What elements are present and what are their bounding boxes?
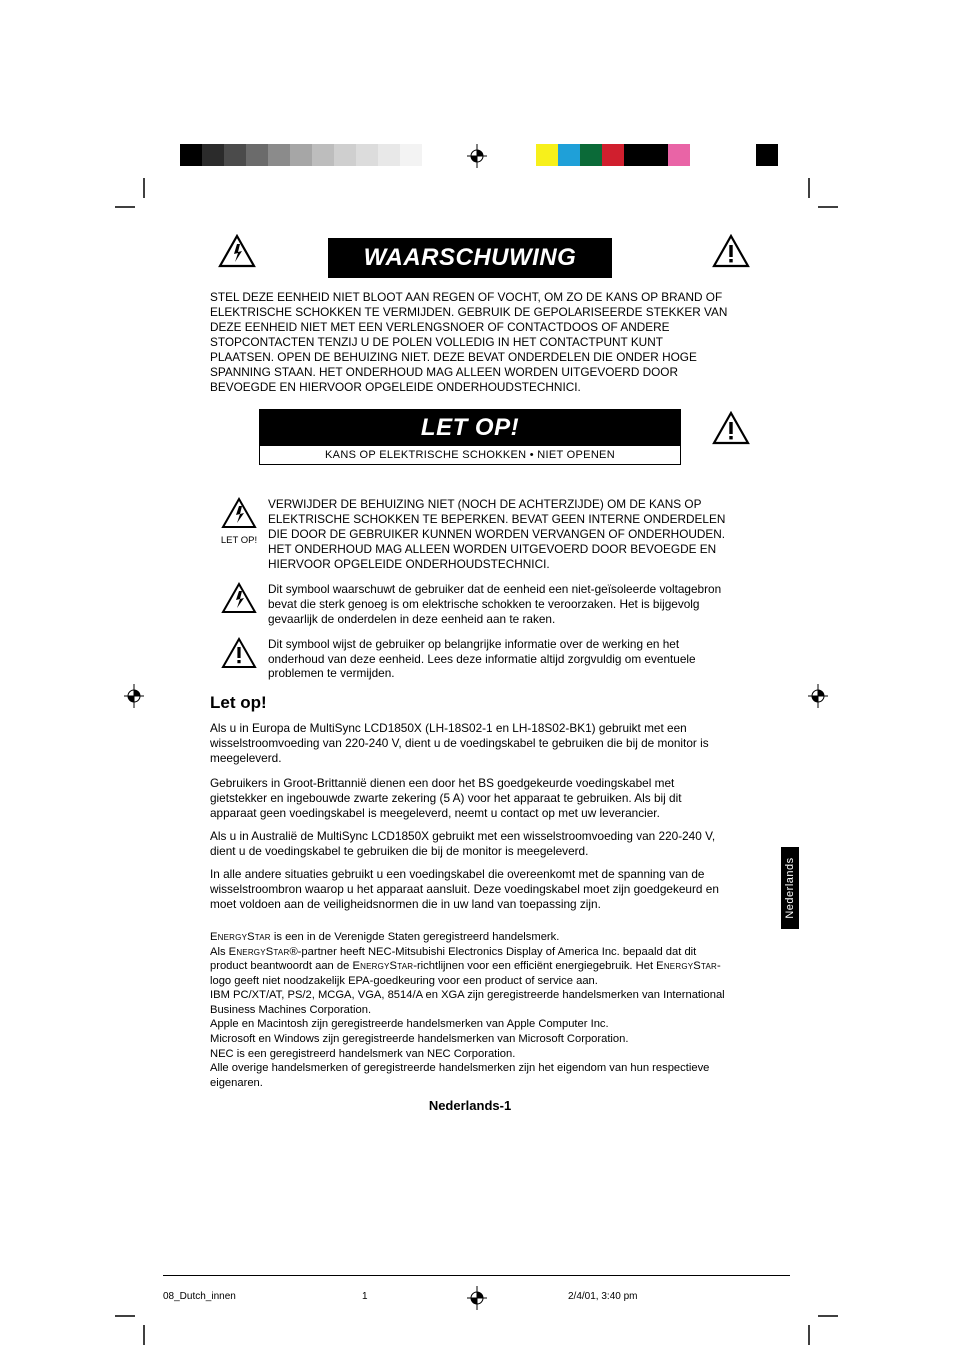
- symbol1-text: Dit symbool waarschuwt de gebruiker dat …: [268, 582, 730, 627]
- symbol2-text: Dit symbool wijst de gebruiker op belang…: [268, 637, 730, 682]
- exclamation-triangle-icon: [712, 411, 750, 450]
- exclamation-triangle-icon: [210, 637, 268, 674]
- reg-swatch: [400, 144, 422, 166]
- para-other: In alle andere situaties gebruikt u een …: [210, 867, 730, 912]
- registration-mark-icon: [124, 684, 144, 708]
- crop-mark-icon: [115, 178, 145, 208]
- trademarks: EnergyStar is een in de Verenigde Staten…: [210, 930, 730, 1090]
- page-number: Nederlands-1: [210, 1098, 730, 1113]
- warning-body: STEL DEZE EENHEID NIET BLOOT AAN REGEN O…: [210, 290, 730, 395]
- reg-swatch: [356, 144, 378, 166]
- reg-swatch: [246, 144, 268, 166]
- warning-header-row: WAARSCHUWING: [210, 238, 730, 278]
- energystar-label: EnergyStar: [229, 946, 290, 958]
- reg-swatch: [668, 144, 690, 166]
- reg-swatch: [536, 144, 558, 166]
- reg-swatch: [268, 144, 290, 166]
- symbol2-row: Dit symbool wijst de gebruiker op belang…: [210, 637, 730, 682]
- lightning-triangle-icon: [210, 582, 268, 619]
- letop-icon-sub: LET OP!: [210, 535, 268, 546]
- letop-box: LET OP! KANS OP ELEKTRISCHE SCHOKKEN • N…: [259, 409, 681, 465]
- letop-icon-row: LET OP! VERWIJDER DE BEHUIZING NIET (NOC…: [210, 497, 730, 572]
- footer-row: 08_Dutch_innen 1 2/4/01, 3:40 pm: [0, 1286, 954, 1310]
- energystar-label: EnergyStar: [352, 960, 413, 972]
- reg-swatch: [224, 144, 246, 166]
- reg-swatch: [202, 144, 224, 166]
- letop-banner: LET OP!: [260, 410, 680, 446]
- registration-mark-icon: [467, 144, 487, 168]
- language-tab: Nederlands: [781, 847, 799, 929]
- footer-date: 2/4/01, 3:40 pm: [568, 1291, 638, 1302]
- energystar-label: EnergyStar: [656, 960, 717, 972]
- registration-mark-icon: [467, 1286, 487, 1315]
- letop-body: VERWIJDER DE BEHUIZING NIET (NOCH DE ACH…: [268, 497, 730, 572]
- lightning-triangle-icon: [218, 234, 256, 273]
- para-uk: Gebruikers in Groot-Brittannië dienen ee…: [210, 776, 730, 821]
- footer-filename: 08_Dutch_innen: [163, 1291, 236, 1302]
- letop-subtitle: KANS OP ELEKTRISCHE SCHOKKEN • NIET OPEN…: [260, 446, 680, 464]
- page-content: WAARSCHUWING STEL DEZE EENHEID NIET BLOO…: [210, 238, 730, 1113]
- lightning-triangle-icon: LET OP!: [210, 497, 268, 546]
- language-tab-label: Nederlands: [784, 857, 796, 918]
- registration-mark-icon: [808, 684, 828, 708]
- footer-rule: [163, 1275, 790, 1276]
- exclamation-triangle-icon: [712, 234, 750, 273]
- reg-swatch: [580, 144, 602, 166]
- reg-swatch: [180, 144, 202, 166]
- crop-mark-icon: [115, 1315, 145, 1345]
- letop-heading: Let op!: [210, 693, 730, 713]
- para-australia: Als u in Australië de MultiSync LCD1850X…: [210, 829, 730, 859]
- reg-swatch: [602, 144, 624, 166]
- reg-swatch: [558, 144, 580, 166]
- reg-swatch: [756, 144, 778, 166]
- reg-swatch: [690, 144, 712, 166]
- reg-swatch: [334, 144, 356, 166]
- reg-swatch: [290, 144, 312, 166]
- warning-banner: WAARSCHUWING: [328, 238, 612, 278]
- crop-mark-icon: [808, 178, 838, 208]
- crop-mark-icon: [808, 1315, 838, 1345]
- energystar-label: EnergyStar: [210, 931, 271, 943]
- letop-header-row: LET OP! KANS OP ELEKTRISCHE SCHOKKEN • N…: [210, 409, 730, 483]
- reg-swatch: [646, 144, 668, 166]
- para-europe: Als u in Europa de MultiSync LCD1850X (L…: [210, 721, 730, 766]
- reg-swatch: [624, 144, 646, 166]
- symbol1-row: Dit symbool waarschuwt de gebruiker dat …: [210, 582, 730, 627]
- footer-pagenum: 1: [362, 1291, 368, 1302]
- reg-swatch: [312, 144, 334, 166]
- reg-swatch: [378, 144, 400, 166]
